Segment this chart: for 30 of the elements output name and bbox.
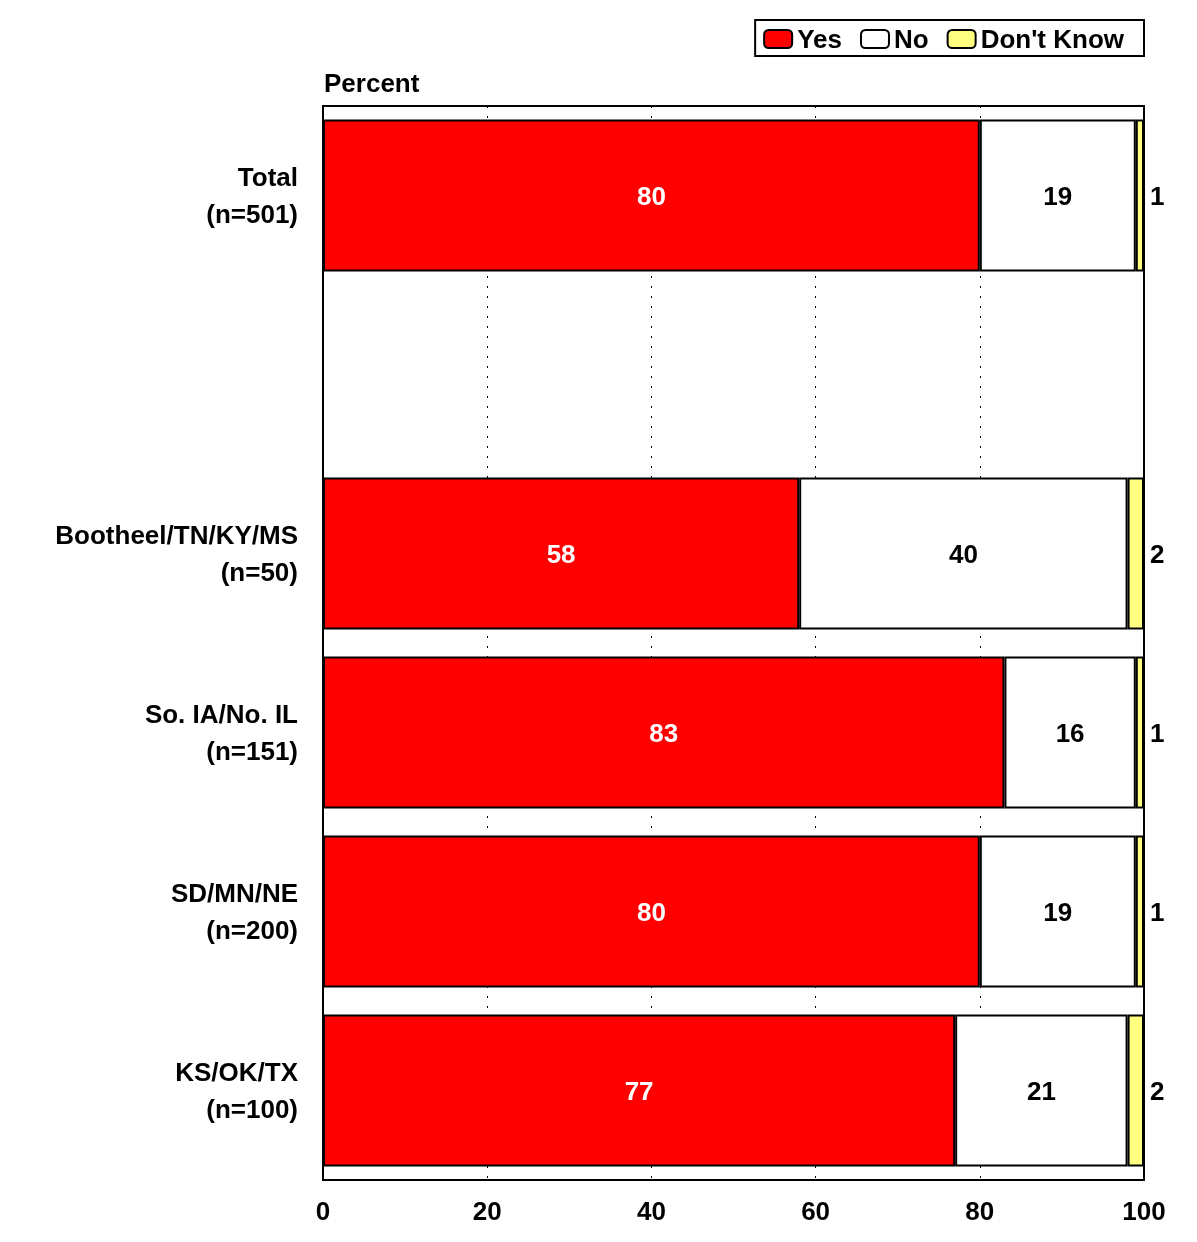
data-label: 80 xyxy=(636,180,666,211)
data-label: 77 xyxy=(624,1075,654,1106)
data-label: 16 xyxy=(1055,717,1085,748)
legend-label: No xyxy=(893,24,929,54)
y-tick-label: SD/MN/NE (n=200) xyxy=(170,878,298,945)
data-label: 21 xyxy=(1026,1075,1056,1106)
y-tick-label: Bootheel/TN/KY/MS (n=50) xyxy=(55,520,298,587)
data-label: 19 xyxy=(1043,896,1073,927)
x-tick-label: 100 xyxy=(1122,1196,1166,1226)
legend-label: Yes xyxy=(797,24,842,54)
x-axis-title: Percent xyxy=(324,68,420,98)
x-tick-label: 0 xyxy=(315,1196,331,1226)
legend-label: Don't Know xyxy=(980,24,1125,54)
data-label: 1 xyxy=(1150,717,1165,748)
x-tick-label: 20 xyxy=(472,1196,502,1226)
x-tick-label: 40 xyxy=(636,1196,666,1226)
y-tick-label: So. IA/No. IL (n=151) xyxy=(144,699,299,766)
data-label: 83 xyxy=(649,717,679,748)
y-tick-label: Total (n=501) xyxy=(206,162,298,229)
data-label: 40 xyxy=(948,538,978,569)
data-label: 58 xyxy=(546,538,576,569)
data-label: 80 xyxy=(636,896,666,927)
y-tick-label: KS/OK/TX (n=100) xyxy=(175,1057,299,1124)
x-tick-label: 60 xyxy=(801,1196,831,1226)
data-label: 2 xyxy=(1150,538,1165,569)
data-label: 1 xyxy=(1150,180,1165,211)
data-label: 19 xyxy=(1043,180,1073,211)
data-label: 1 xyxy=(1150,896,1165,927)
data-label: 2 xyxy=(1150,1075,1165,1106)
x-tick-label: 80 xyxy=(965,1196,995,1226)
